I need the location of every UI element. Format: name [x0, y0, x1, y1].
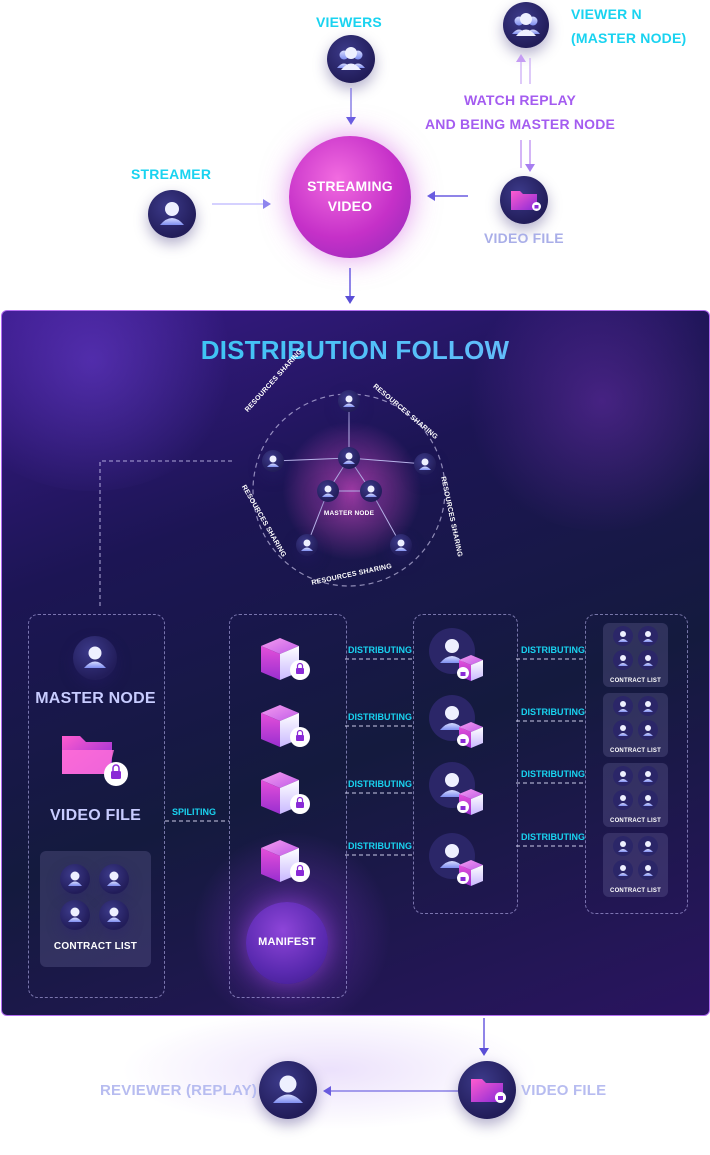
user-icon	[160, 202, 184, 225]
master-node-avatar[interactable]	[73, 636, 117, 680]
user-icon	[395, 539, 407, 551]
master-node-column	[28, 614, 165, 998]
peer-with-chunk-icon	[429, 762, 483, 815]
contract-user-3	[60, 900, 90, 930]
folder-icon	[62, 736, 128, 786]
user-icon	[84, 646, 106, 668]
user-icon	[68, 907, 82, 922]
streamer-node[interactable]	[148, 190, 196, 238]
contract-users-icon	[613, 626, 658, 670]
viewers-label: VIEWERS	[316, 14, 382, 30]
peer-with-chunk-icon	[429, 628, 483, 681]
contract-user-1	[60, 864, 90, 894]
distributing-label-5: DISTRIBUTING	[521, 645, 585, 655]
peer-node-bottom-left[interactable]	[296, 534, 318, 556]
folder-icon	[511, 191, 541, 211]
reviewer-node[interactable]	[259, 1061, 317, 1119]
peer-with-chunk-icon	[429, 833, 483, 886]
peers-column	[413, 614, 518, 914]
folder-icon	[471, 1079, 506, 1103]
video-file-label-left: VIDEO FILE	[50, 807, 141, 824]
master-peer-right[interactable]	[360, 480, 382, 502]
chunk-cube-icon	[261, 638, 310, 680]
video-file-node-bottom[interactable]	[458, 1061, 516, 1119]
distributing-label-2: DISTRIBUTING	[348, 712, 412, 722]
contract-list-label-main: CONTRACT LIST	[53, 941, 138, 952]
distribution-title: DISTRIBUTION FOLLOW	[0, 335, 710, 366]
manifest-label: MANIFEST	[258, 936, 316, 948]
master-peer-left[interactable]	[317, 480, 339, 502]
peer-with-chunk-icon	[429, 695, 483, 748]
distributing-label-4: DISTRIBUTING	[348, 841, 412, 851]
distributing-label-3: DISTRIBUTING	[348, 779, 412, 789]
peer-node-right[interactable]	[414, 453, 436, 475]
group-users-icon	[512, 13, 540, 36]
contract-list-card-main[interactable]	[40, 851, 151, 967]
peer-node-top[interactable]	[338, 390, 360, 412]
group-users-icon	[337, 47, 365, 70]
user-icon	[107, 871, 121, 886]
contract-list-label-2: CONTRACT LIST	[610, 748, 661, 754]
chunks-column	[229, 614, 347, 998]
master-peer-top[interactable]	[338, 447, 360, 469]
viewer-n-label: VIEWER N	[571, 6, 642, 22]
user-icon	[322, 485, 334, 497]
video-file-label-bottom: VIDEO FILE	[521, 1082, 607, 1099]
distributing-label-1: DISTRIBUTING	[348, 645, 412, 655]
contract-user-4	[99, 900, 129, 930]
chunk-cube-icon	[261, 705, 310, 747]
distributing-label-7: DISTRIBUTING	[521, 769, 585, 779]
user-icon	[267, 455, 279, 467]
contract-user-2	[99, 864, 129, 894]
viewer-n-sublabel: (MASTER NODE)	[571, 30, 687, 46]
streaming-video-sublabel: VIDEO	[327, 198, 373, 214]
contract-users-icon	[613, 766, 658, 810]
master-node-label: MASTER NODE	[35, 690, 156, 707]
contract-users-icon	[613, 696, 658, 740]
chunk-cube-icon	[261, 840, 310, 882]
streaming-video-label: STREAMING	[307, 178, 393, 194]
user-icon	[107, 907, 121, 922]
user-icon	[301, 539, 313, 551]
watch-replay-label: WATCH REPLAY	[464, 92, 577, 108]
contract-lists-column	[585, 614, 688, 914]
contract-list-label-3: CONTRACT LIST	[610, 818, 661, 824]
user-icon	[343, 452, 355, 464]
viewer-n-node[interactable]	[503, 2, 549, 48]
viewers-node[interactable]	[327, 35, 375, 83]
distributing-label-8: DISTRIBUTING	[521, 832, 585, 842]
top-arrows	[212, 54, 535, 304]
contract-list-label-1: CONTRACT LIST	[610, 678, 661, 684]
center-master-node-label: MASTER NODE	[323, 510, 375, 517]
reviewer-label: REVIEWER (REPLAY)	[100, 1082, 258, 1099]
manifest-node[interactable]	[246, 902, 328, 984]
contract-list-label-4: CONTRACT LIST	[610, 888, 661, 894]
user-icon	[68, 871, 82, 886]
user-icon	[343, 395, 355, 407]
user-icon	[419, 458, 431, 470]
being-master-node-label: AND BEING MASTER NODE	[425, 116, 616, 132]
chunk-cube-icon	[261, 772, 310, 814]
streamer-label: STREAMER	[131, 166, 212, 182]
streaming-video-node[interactable]	[289, 136, 411, 258]
user-icon	[365, 485, 377, 497]
distributing-label-6: DISTRIBUTING	[521, 707, 585, 717]
bottom-arrows	[323, 1018, 489, 1096]
spliting-label: SPILITING	[172, 807, 217, 817]
video-file-label: VIDEO FILE	[484, 230, 564, 246]
peer-node-bottom-right[interactable]	[390, 534, 412, 556]
user-icon	[273, 1075, 303, 1103]
video-file-node[interactable]	[500, 176, 548, 224]
peer-node-left[interactable]	[262, 450, 284, 472]
contract-users-icon	[613, 836, 658, 880]
